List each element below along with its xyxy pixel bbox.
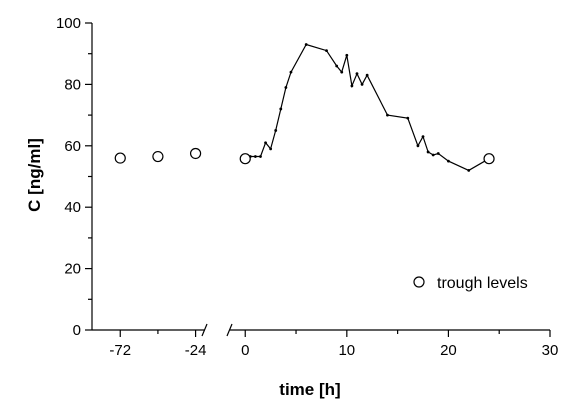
concentration-point xyxy=(421,135,425,138)
concentration-point xyxy=(274,129,278,132)
concentration-point xyxy=(289,70,293,74)
x-tick-label: 20 xyxy=(440,342,457,359)
trough-level-marker xyxy=(189,147,202,160)
y-tick-label: 20 xyxy=(64,261,81,278)
concentration-point xyxy=(436,152,440,155)
concentration-point xyxy=(416,144,420,148)
concentration-point xyxy=(355,72,359,76)
concentration-point xyxy=(360,83,364,86)
concentration-point xyxy=(386,113,389,117)
x-tick-label: 30 xyxy=(542,342,559,359)
ticks: 0 20 40 60 80 100 -72 -24 0 10 20 30 xyxy=(56,15,558,359)
trough-level-marker xyxy=(483,153,495,165)
concentration-point xyxy=(340,70,344,74)
concentration-point xyxy=(426,150,430,154)
x-axis-title: time [h] xyxy=(279,380,340,399)
concentration-point xyxy=(259,155,262,158)
legend: trough levels xyxy=(413,275,528,292)
concentration-point xyxy=(447,159,450,163)
concentration-point xyxy=(335,64,339,68)
concentration-point xyxy=(269,147,273,151)
concentration-point xyxy=(304,43,308,46)
concentration-point xyxy=(431,153,435,157)
x-tick-label: -24 xyxy=(185,342,207,359)
y-tick-label: 0 xyxy=(73,322,81,339)
trough-level-marker xyxy=(114,152,126,164)
legend-marker xyxy=(413,276,425,288)
axis-break-mark-left xyxy=(201,323,208,337)
trough-level-marker xyxy=(152,150,164,163)
concentration-point xyxy=(264,141,267,145)
y-tick-label: 60 xyxy=(64,138,81,155)
concentration-point xyxy=(350,84,354,88)
concentration-point xyxy=(253,155,257,158)
x-tick-label: 10 xyxy=(338,342,355,359)
y-tick-label: 40 xyxy=(64,199,81,216)
x-tick-label: -72 xyxy=(109,342,131,359)
concentration-point xyxy=(279,107,283,111)
y-axis-title: C [ng/ml] xyxy=(25,138,44,212)
concentration-point xyxy=(284,86,288,89)
series xyxy=(114,43,495,172)
y-tick-label: 100 xyxy=(56,15,81,32)
trough-level-marker xyxy=(239,153,251,165)
concentration-line xyxy=(244,43,490,172)
concentration-point xyxy=(406,116,410,120)
legend-label: trough levels xyxy=(437,275,528,292)
y-tick-label: 80 xyxy=(64,76,81,93)
concentration-point xyxy=(345,53,349,57)
x-tick-label: 0 xyxy=(241,342,249,359)
axis-break-mark-right xyxy=(226,323,233,337)
concentration-point xyxy=(365,73,369,77)
concentration-point xyxy=(467,168,471,172)
concentration-point xyxy=(325,49,328,53)
